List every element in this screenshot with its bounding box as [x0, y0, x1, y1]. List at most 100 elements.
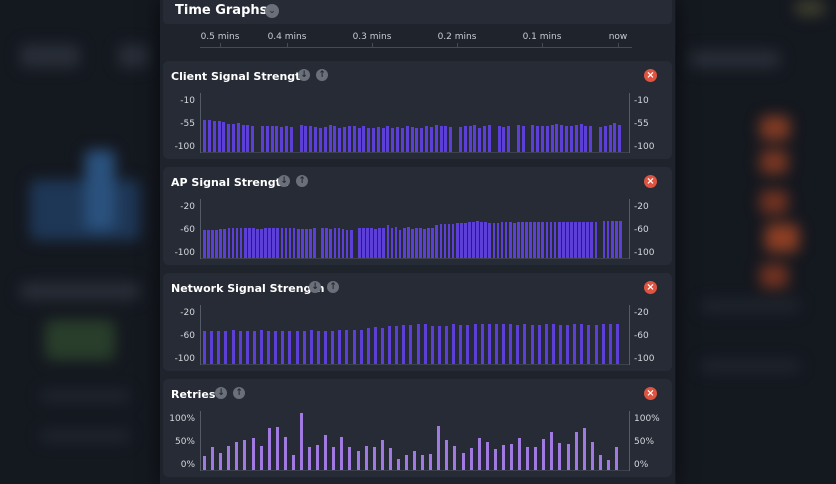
data-bar	[358, 228, 361, 258]
data-bar	[469, 448, 473, 470]
left-axis-line	[200, 93, 201, 153]
data-bar	[275, 125, 279, 152]
data-bar	[509, 443, 513, 470]
data-bar	[537, 221, 541, 258]
y-axis-label-left: -100	[174, 142, 195, 152]
data-bar	[574, 221, 577, 258]
data-bar	[313, 228, 316, 258]
data-bar	[246, 125, 250, 152]
data-bar	[494, 324, 498, 364]
data-bar	[447, 223, 451, 258]
client-signal-strength-bar-chart	[200, 93, 630, 153]
data-bar	[299, 413, 303, 470]
data-bar	[517, 222, 520, 258]
data-bar	[203, 229, 206, 258]
data-bar	[618, 124, 622, 152]
arrow-down-icon[interactable]: ↓	[278, 175, 290, 187]
data-bar	[485, 441, 489, 470]
y-axis-label-right: -100	[634, 142, 655, 152]
arrow-up-icon[interactable]: ↑	[316, 69, 328, 81]
data-bar	[427, 228, 431, 258]
data-bar	[410, 126, 414, 152]
data-bar	[264, 228, 267, 258]
left-axis-line	[200, 199, 201, 259]
data-bar	[333, 228, 337, 258]
data-bar	[542, 439, 546, 470]
time-tick-mark	[457, 43, 458, 47]
data-bar	[434, 125, 438, 152]
data-bar	[386, 126, 390, 152]
data-bar	[545, 125, 549, 152]
data-bar	[455, 223, 459, 258]
close-icon[interactable]: ×	[644, 175, 657, 188]
data-bar	[464, 222, 467, 258]
data-bar	[496, 222, 500, 258]
data-bar	[337, 228, 341, 258]
chevron-down-icon[interactable]: ⌄	[265, 4, 279, 18]
y-axis-label-left: -60	[180, 331, 195, 341]
data-bar	[468, 222, 471, 258]
data-bar	[341, 228, 345, 258]
close-icon[interactable]: ×	[644, 69, 657, 82]
data-bar	[555, 124, 559, 152]
data-bar	[217, 121, 221, 152]
network-signal-strength-bar-chart	[200, 305, 630, 365]
data-bar	[473, 324, 477, 364]
data-bar	[531, 124, 535, 152]
data-bar	[366, 327, 370, 364]
data-bar	[207, 120, 211, 152]
data-bar	[302, 330, 306, 364]
data-bar	[582, 221, 585, 258]
time-axis-line	[200, 47, 632, 48]
data-bar	[270, 126, 274, 152]
data-bar	[421, 455, 425, 470]
data-bar	[289, 126, 293, 152]
data-bar	[602, 220, 606, 258]
data-bar	[598, 126, 602, 152]
time-tick-label: 0.5 mins	[200, 32, 240, 42]
data-bar	[251, 228, 255, 258]
data-bar	[423, 228, 426, 258]
arrow-down-icon[interactable]: ↓	[309, 281, 321, 293]
data-bar	[502, 324, 505, 364]
data-bar	[300, 228, 304, 258]
y-axis-label-right: -20	[634, 308, 649, 318]
data-bar	[280, 227, 284, 258]
data-bar	[478, 127, 482, 152]
data-bar	[288, 227, 292, 258]
data-bar	[413, 450, 416, 470]
data-bar	[252, 330, 256, 364]
data-bar	[484, 222, 488, 258]
data-bar	[231, 227, 235, 258]
right-axis-line	[629, 93, 630, 153]
data-bar	[544, 324, 548, 364]
data-bar	[235, 441, 239, 470]
data-bar	[493, 449, 497, 470]
arrow-up-icon[interactable]: ↑	[296, 175, 308, 187]
y-axis-label-left: -60	[180, 225, 195, 235]
data-bar	[267, 427, 271, 470]
data-bar	[400, 127, 404, 152]
arrow-down-icon[interactable]: ↓	[215, 387, 227, 399]
close-icon[interactable]: ×	[644, 281, 657, 294]
data-bar	[415, 128, 419, 152]
data-bar	[416, 324, 420, 364]
data-bar	[566, 324, 570, 364]
time-tick-mark	[372, 43, 373, 47]
arrow-up-icon[interactable]: ↑	[327, 281, 339, 293]
data-bar	[340, 436, 344, 470]
data-bar	[238, 330, 242, 364]
data-bar	[210, 330, 214, 364]
data-bar	[507, 126, 511, 152]
arrow-up-icon[interactable]: ↑	[233, 387, 245, 399]
data-bar	[472, 221, 475, 258]
close-icon[interactable]: ×	[644, 387, 657, 400]
data-bar	[381, 328, 384, 364]
data-bar	[473, 125, 477, 152]
data-bar	[215, 229, 218, 258]
arrow-down-icon[interactable]: ↓	[298, 69, 310, 81]
data-bar	[227, 123, 231, 152]
data-bar	[606, 220, 610, 258]
data-bar	[574, 124, 578, 152]
data-bar	[518, 438, 521, 470]
